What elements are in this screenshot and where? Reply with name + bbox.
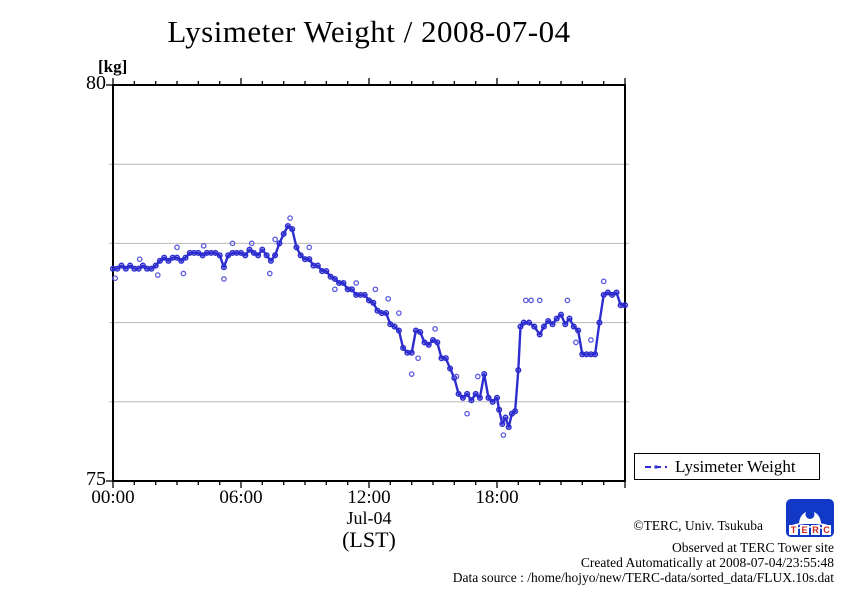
x-axis-date-label: Jul-04: [346, 508, 392, 528]
logo-letter: T: [789, 525, 798, 535]
legend-line-sample-icon: [645, 465, 667, 468]
copyright-note: ©TERC, Univ. Tsukuba: [633, 518, 763, 533]
y-tick-label-75: 75: [86, 468, 106, 490]
logo-letter: C: [822, 525, 831, 535]
y-tick-label-80: 80: [86, 72, 106, 94]
terc-logo-letters: T E R C: [788, 525, 832, 535]
legend-label: Lysimeter Weight: [675, 456, 796, 476]
terc-logo: T E R C: [786, 499, 834, 537]
x-axis-timezone-label: (LST): [342, 527, 396, 552]
chart-title: Lysimeter Weight / 2008-07-04: [167, 14, 571, 49]
legend-box: Lysimeter Weight: [634, 453, 820, 480]
data-source-note: Data source : /home/hojyo/new/TERC-data/…: [452, 570, 834, 585]
logo-letter: E: [800, 525, 809, 535]
logo-letter: R: [811, 525, 820, 535]
created-timestamp-note: Created Automatically at 2008-07-04/23:5…: [580, 555, 834, 570]
x-tick-label-1800: 18:00: [475, 487, 519, 508]
x-tick-label-0600: 06:00: [219, 487, 263, 508]
water-drop-icon: [805, 505, 815, 519]
x-tick-label-0000: 00:00: [91, 487, 135, 508]
x-tick-label-1200: 12:00: [347, 487, 391, 508]
observed-site-note: Observed at TERC Tower site: [671, 540, 834, 555]
y-axis-unit-label: [kg]: [98, 57, 128, 76]
